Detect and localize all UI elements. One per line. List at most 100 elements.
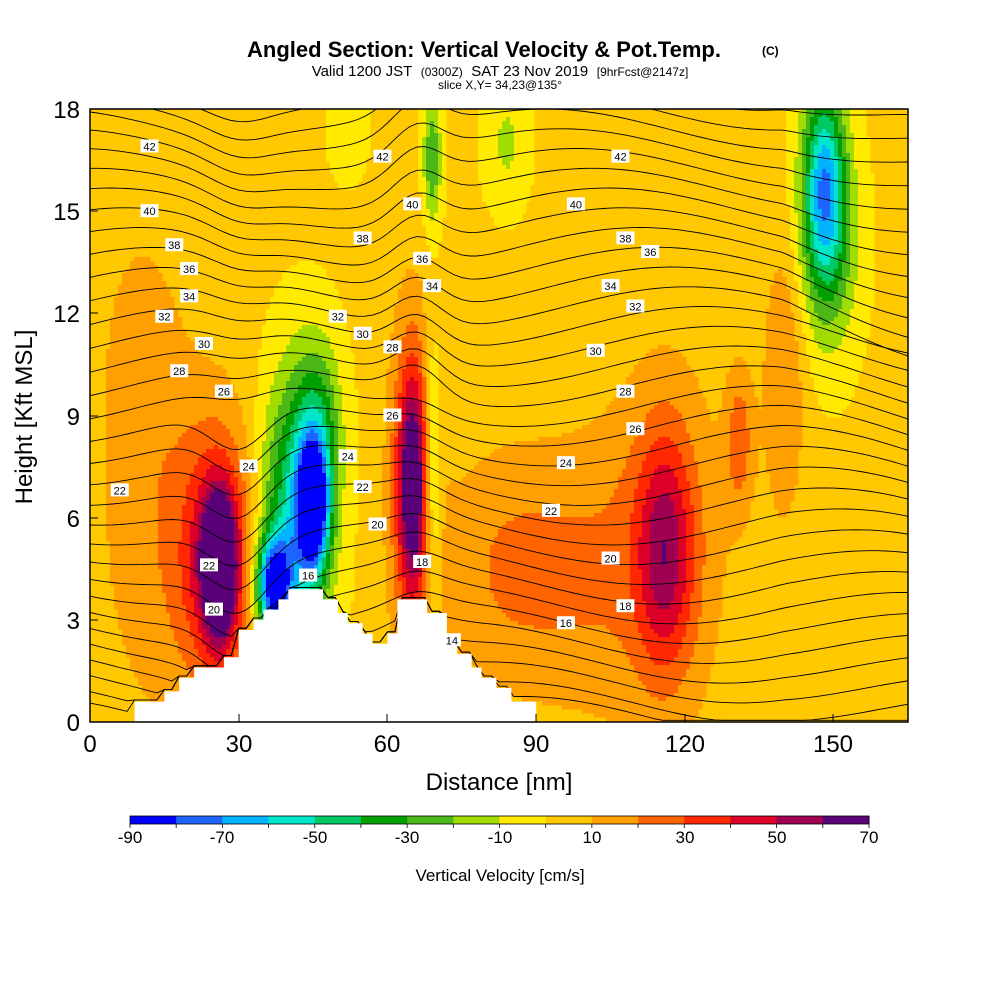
- velocity-cell: [838, 369, 843, 374]
- velocity-cell: [494, 141, 499, 146]
- velocity-cell: [842, 213, 847, 218]
- velocity-cell: [182, 417, 187, 422]
- velocity-cell: [502, 161, 507, 166]
- velocity-cell: [438, 169, 443, 174]
- velocity-cell: [770, 285, 775, 290]
- velocity-cell: [118, 333, 123, 338]
- velocity-cell: [334, 329, 339, 334]
- velocity-cell: [326, 149, 331, 154]
- velocity-cell: [394, 337, 399, 342]
- velocity-cell: [202, 409, 207, 414]
- velocity-cell: [850, 381, 855, 386]
- velocity-cell: [314, 361, 319, 366]
- velocity-cell: [814, 257, 819, 262]
- velocity-cell: [826, 317, 831, 322]
- velocity-cell: [430, 157, 435, 162]
- velocity-cell: [402, 353, 407, 358]
- velocity-cell: [810, 117, 815, 122]
- velocity-cell: [434, 381, 439, 386]
- velocity-cell: [650, 405, 655, 410]
- velocity-cell: [318, 269, 323, 274]
- velocity-cell: [486, 189, 491, 194]
- velocity-cell: [442, 181, 447, 186]
- velocity-cell: [274, 289, 279, 294]
- velocity-cell: [666, 377, 671, 382]
- velocity-cell: [206, 357, 211, 362]
- velocity-cell: [830, 333, 835, 338]
- velocity-cell: [434, 197, 439, 202]
- velocity-cell: [802, 229, 807, 234]
- velocity-cell: [486, 145, 491, 150]
- velocity-cell: [490, 153, 495, 158]
- velocity-cell: [126, 361, 131, 366]
- velocity-cell: [826, 289, 831, 294]
- velocity-cell: [722, 413, 727, 418]
- velocity-cell: [426, 205, 431, 210]
- velocity-cell: [862, 293, 867, 298]
- velocity-cell: [430, 133, 435, 138]
- velocity-cell: [234, 393, 239, 398]
- velocity-cell: [682, 397, 687, 402]
- velocity-cell: [342, 321, 347, 326]
- velocity-cell: [130, 349, 135, 354]
- velocity-cell: [302, 345, 307, 350]
- velocity-cell: [158, 397, 163, 402]
- velocity-cell: [138, 269, 143, 274]
- velocity-cell: [810, 229, 815, 234]
- velocity-cell: [770, 413, 775, 418]
- velocity-cell: [786, 405, 791, 410]
- velocity-cell: [530, 141, 535, 146]
- velocity-cell: [838, 133, 843, 138]
- velocity-cell: [834, 393, 839, 398]
- velocity-cell: [830, 137, 835, 142]
- velocity-cell: [294, 345, 299, 350]
- velocity-cell: [866, 257, 871, 262]
- velocity-cell: [202, 389, 207, 394]
- velocity-cell: [142, 273, 147, 278]
- velocity-cell: [150, 353, 155, 358]
- velocity-cell: [766, 309, 771, 314]
- velocity-cell: [846, 189, 851, 194]
- velocity-cell: [306, 277, 311, 282]
- velocity-cell: [842, 329, 847, 334]
- velocity-cell: [154, 297, 159, 302]
- velocity-cell: [438, 109, 443, 114]
- velocity-cell: [818, 313, 823, 318]
- velocity-cell: [274, 325, 279, 330]
- velocity-cell: [818, 265, 823, 270]
- velocity-cell: [818, 345, 823, 350]
- velocity-cell: [814, 189, 819, 194]
- velocity-cell: [430, 117, 435, 122]
- velocity-cell: [646, 357, 651, 362]
- velocity-cell: [146, 397, 151, 402]
- velocity-cell: [482, 161, 487, 166]
- velocity-cell: [150, 281, 155, 286]
- velocity-cell: [806, 309, 811, 314]
- velocity-cell: [678, 353, 683, 358]
- velocity-cell: [154, 277, 159, 282]
- velocity-cell: [418, 369, 423, 374]
- velocity-cell: [222, 417, 227, 422]
- velocity-cell: [334, 161, 339, 166]
- velocity-cell: [794, 197, 799, 202]
- velocity-cell: [846, 345, 851, 350]
- velocity-cell: [422, 369, 427, 374]
- velocity-cell: [842, 141, 847, 146]
- velocity-cell: [278, 341, 283, 346]
- velocity-cell: [394, 353, 399, 358]
- velocity-cell: [302, 281, 307, 286]
- velocity-cell: [666, 401, 671, 406]
- velocity-cell: [514, 205, 519, 210]
- velocity-cell: [338, 361, 343, 366]
- velocity-cell: [286, 313, 291, 318]
- velocity-cell: [822, 289, 827, 294]
- velocity-cell: [134, 325, 139, 330]
- velocity-cell: [854, 153, 859, 158]
- velocity-cell: [318, 337, 323, 342]
- velocity-cell: [282, 409, 287, 414]
- velocity-cell: [770, 405, 775, 410]
- velocity-cell: [802, 109, 807, 114]
- velocity-cell: [866, 301, 871, 306]
- velocity-cell: [146, 393, 151, 398]
- velocity-cell: [422, 405, 427, 410]
